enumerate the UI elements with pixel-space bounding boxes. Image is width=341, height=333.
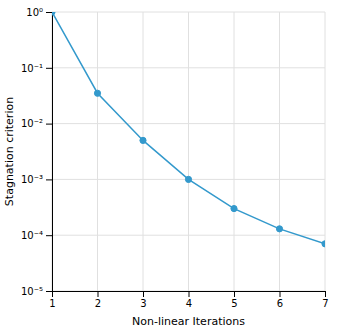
line xyxy=(52,12,325,244)
x-tick-label: 6 xyxy=(277,298,283,309)
plot-area xyxy=(52,12,325,247)
y-tick: 10⁻³ xyxy=(21,174,52,185)
x-tick-mark xyxy=(234,291,235,297)
x-grid-line xyxy=(143,12,144,291)
y-tick-label: 10⁻⁵ xyxy=(21,286,43,297)
y-tick-mark xyxy=(46,179,52,180)
y-tick-mark xyxy=(46,124,52,125)
chart: 1 2 3 4 5 6 7 10⁻⁵ 10⁻⁴ 10⁻³ 10⁻² 10⁻¹ 10⁰ Non-linear… xyxy=(0,0,341,333)
x-grid-line xyxy=(234,12,235,291)
x-tick: 6 xyxy=(277,291,283,309)
x-tick-mark xyxy=(98,291,99,297)
y-tick-label: 10⁻² xyxy=(21,118,43,129)
y-tick-mark xyxy=(46,12,52,13)
x-axis: 1 2 3 4 5 6 7 xyxy=(49,291,328,309)
x-tick: 1 xyxy=(49,291,55,309)
x-tick-label: 5 xyxy=(231,298,237,309)
y-tick-label: 10⁰ xyxy=(26,7,43,18)
x-tick-label: 7 xyxy=(322,298,328,309)
y-tick: 10⁻¹ xyxy=(21,63,52,74)
y-axis: 10⁻⁵ 10⁻⁴ 10⁻³ 10⁻² 10⁻¹ 10⁰ xyxy=(21,7,53,297)
x-tick-mark xyxy=(143,291,144,297)
y-axis-title: Stagnation criterion xyxy=(3,97,16,206)
x-tick-label: 2 xyxy=(95,298,101,309)
x-tick-mark xyxy=(280,291,281,297)
x-tick-mark xyxy=(189,291,190,297)
x-tick-label: 3 xyxy=(140,298,146,309)
x-axis-title: Non-linear Iterations xyxy=(132,315,245,328)
y-tick: 10⁻² xyxy=(21,118,52,129)
x-grid-line xyxy=(279,12,280,291)
point xyxy=(276,226,282,232)
y-tick-label: 10⁻³ xyxy=(21,174,43,185)
y-tick: 10⁻⁵ xyxy=(21,286,52,297)
x-tick: 2 xyxy=(95,291,101,309)
y-tick-label: 10⁻⁴ xyxy=(21,230,43,241)
y-tick: 10⁰ xyxy=(26,7,52,18)
axis-line xyxy=(53,292,326,298)
y-tick-label: 10⁻¹ xyxy=(21,63,43,74)
x-tick-label: 4 xyxy=(186,298,192,309)
point xyxy=(52,12,55,15)
x-grid-line xyxy=(97,12,98,291)
x-tick: 5 xyxy=(231,291,237,309)
point xyxy=(322,241,325,247)
x-tick-label: 1 xyxy=(49,298,55,309)
x-grid-line xyxy=(188,12,189,291)
point xyxy=(231,205,237,211)
y-tick-mark xyxy=(46,68,52,69)
y-tick: 10⁻⁴ xyxy=(21,230,52,241)
y-tick-mark xyxy=(46,291,52,292)
axis-line xyxy=(46,13,53,292)
point xyxy=(94,90,100,96)
y-tick-mark xyxy=(46,235,52,236)
grid xyxy=(52,12,325,291)
x-grid-line xyxy=(325,12,326,291)
point xyxy=(185,176,191,182)
x-tick: 3 xyxy=(140,291,146,309)
point xyxy=(140,137,146,143)
x-tick-mark xyxy=(325,291,326,297)
x-tick: 4 xyxy=(186,291,192,309)
x-tick: 7 xyxy=(322,291,328,309)
